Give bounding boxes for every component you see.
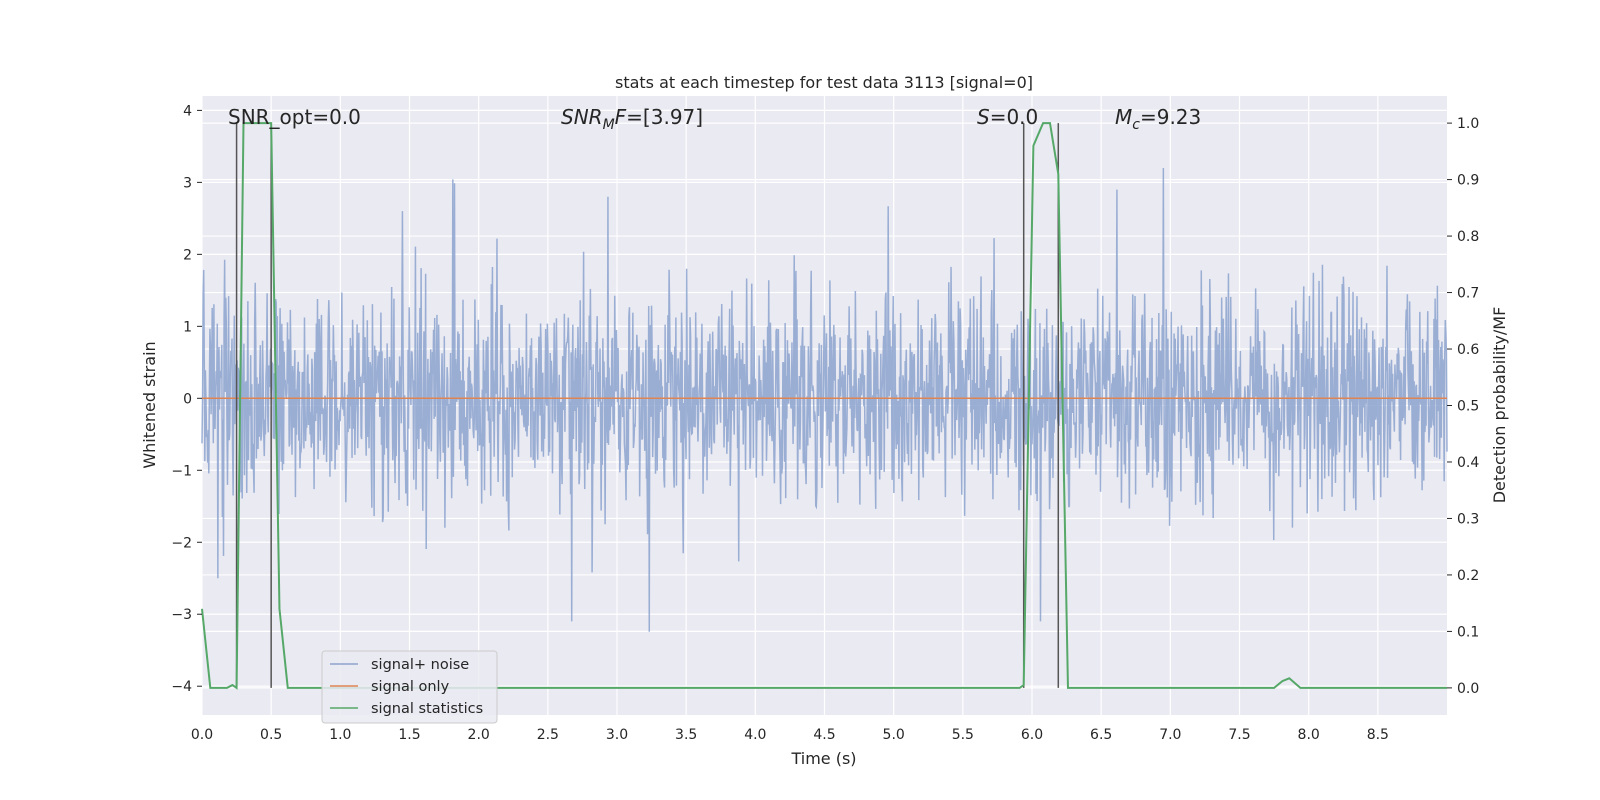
y2-tick-label: 0.5 (1457, 399, 1479, 415)
legend-label-signal-statistics: signal statistics (371, 701, 483, 717)
x-tick-label: 3.0 (606, 727, 628, 743)
annotation-snr-mf-rest: F (615, 105, 627, 129)
chart-title: stats at each timestep for test data 311… (615, 73, 1033, 92)
grid-lines (201, 96, 1447, 715)
y2-tick-label: 0.8 (1457, 229, 1479, 245)
annotation-snr-mf-main: SNR (561, 105, 603, 129)
y-tick-label: −1 (171, 463, 192, 479)
signal-statistics-line (201, 122, 1447, 690)
y-tick-label: −2 (171, 535, 192, 551)
legend-label-signal-only: signal only (371, 679, 450, 695)
y2-tick-label: 1.0 (1457, 116, 1479, 132)
y-tick-labels: −4 −3 −2 −1 0 1 2 3 4 (171, 103, 202, 695)
y2-axis-label: Detection probability/MF (1490, 307, 1509, 504)
noise-trace (201, 167, 1448, 632)
y2-tick-label: 0.3 (1457, 511, 1479, 527)
x-tick-label: 8.5 (1367, 727, 1389, 743)
x-tick-label: 4.5 (813, 727, 835, 743)
x-tick-label: 2.5 (537, 727, 559, 743)
y2-tick-label: 0.4 (1457, 455, 1479, 471)
y-tick-label: −4 (171, 679, 192, 695)
legend: signal+ noise signal only signal statist… (321, 650, 498, 724)
x-tick-label: 8.0 (1298, 727, 1320, 743)
x-tick-label: 7.0 (1159, 727, 1181, 743)
y2-tick-label: 0.1 (1457, 624, 1479, 640)
series-signal-statistics (201, 122, 1447, 690)
vertical-markers (235, 123, 1060, 688)
x-tick-label: 0.5 (260, 727, 282, 743)
annotation-snr-mf: SNRMF=[3.97] (561, 105, 703, 133)
legend-box (321, 650, 498, 724)
annotation-mc: Mc=9.23 (1115, 105, 1201, 133)
x-tick-label: 5.5 (952, 727, 974, 743)
x-tick-label: 6.0 (1021, 727, 1043, 743)
x-axis-label: Time (s) (790, 749, 856, 768)
y2-tick-label: 0.2 (1457, 568, 1479, 584)
x-tick-label: 2.0 (468, 727, 490, 743)
y-tick-label: 1 (183, 319, 192, 335)
annotation-mc-value: =9.23 (1140, 105, 1201, 129)
y-tick-label: 2 (183, 247, 192, 263)
annotation-snr-mf-value: =[3.97] (626, 105, 703, 129)
x-tick-label: 3.5 (675, 727, 697, 743)
annotation-snr-mf-sub: M (603, 117, 615, 133)
annotation-s-main: S (977, 105, 990, 129)
y2-tick-label: 0.7 (1457, 286, 1479, 302)
x-tick-label: 5.0 (883, 727, 905, 743)
series-signal-noise (201, 167, 1448, 632)
x-tick-label: 0.0 (191, 727, 213, 743)
x-tick-label: 6.5 (1090, 727, 1112, 743)
x-tick-label: 4.0 (744, 727, 766, 743)
y-tick-label: 4 (183, 103, 192, 119)
y-tick-label: 3 (183, 175, 192, 191)
x-tick-label: 1.5 (398, 727, 420, 743)
x-tick-labels: 0.0 0.5 1.0 1.5 2.0 2.5 3.0 3.5 4.0 4.5 5.0 5.5 6.0 6… (191, 727, 1389, 743)
y2-tick-label: 0.6 (1457, 342, 1479, 358)
y-tick-label: −3 (171, 607, 192, 623)
y-axis-label: Whitened strain (140, 341, 159, 468)
y2-tick-label: 0.0 (1457, 681, 1479, 697)
x-tick-label: 7.5 (1228, 727, 1250, 743)
annotation-mc-main: M (1115, 105, 1132, 129)
annotation-snr-opt: SNR_opt=0.0 (228, 105, 361, 129)
x-tick-label: 1.0 (329, 727, 351, 743)
annotation-s-value: =0.0 (990, 105, 1039, 129)
y-tick-label: 0 (183, 391, 192, 407)
legend-label-signal-noise: signal+ noise (371, 657, 469, 673)
annotation-mc-sub: c (1132, 117, 1140, 133)
annotation-s: S=0.0 (977, 105, 1038, 129)
y2-tick-label: 0.9 (1457, 173, 1479, 189)
y2-tick-labels: 0.0 0.1 0.2 0.3 0.4 0.5 0.6 0.7 0.8 0.9 1.0 (1447, 116, 1479, 697)
